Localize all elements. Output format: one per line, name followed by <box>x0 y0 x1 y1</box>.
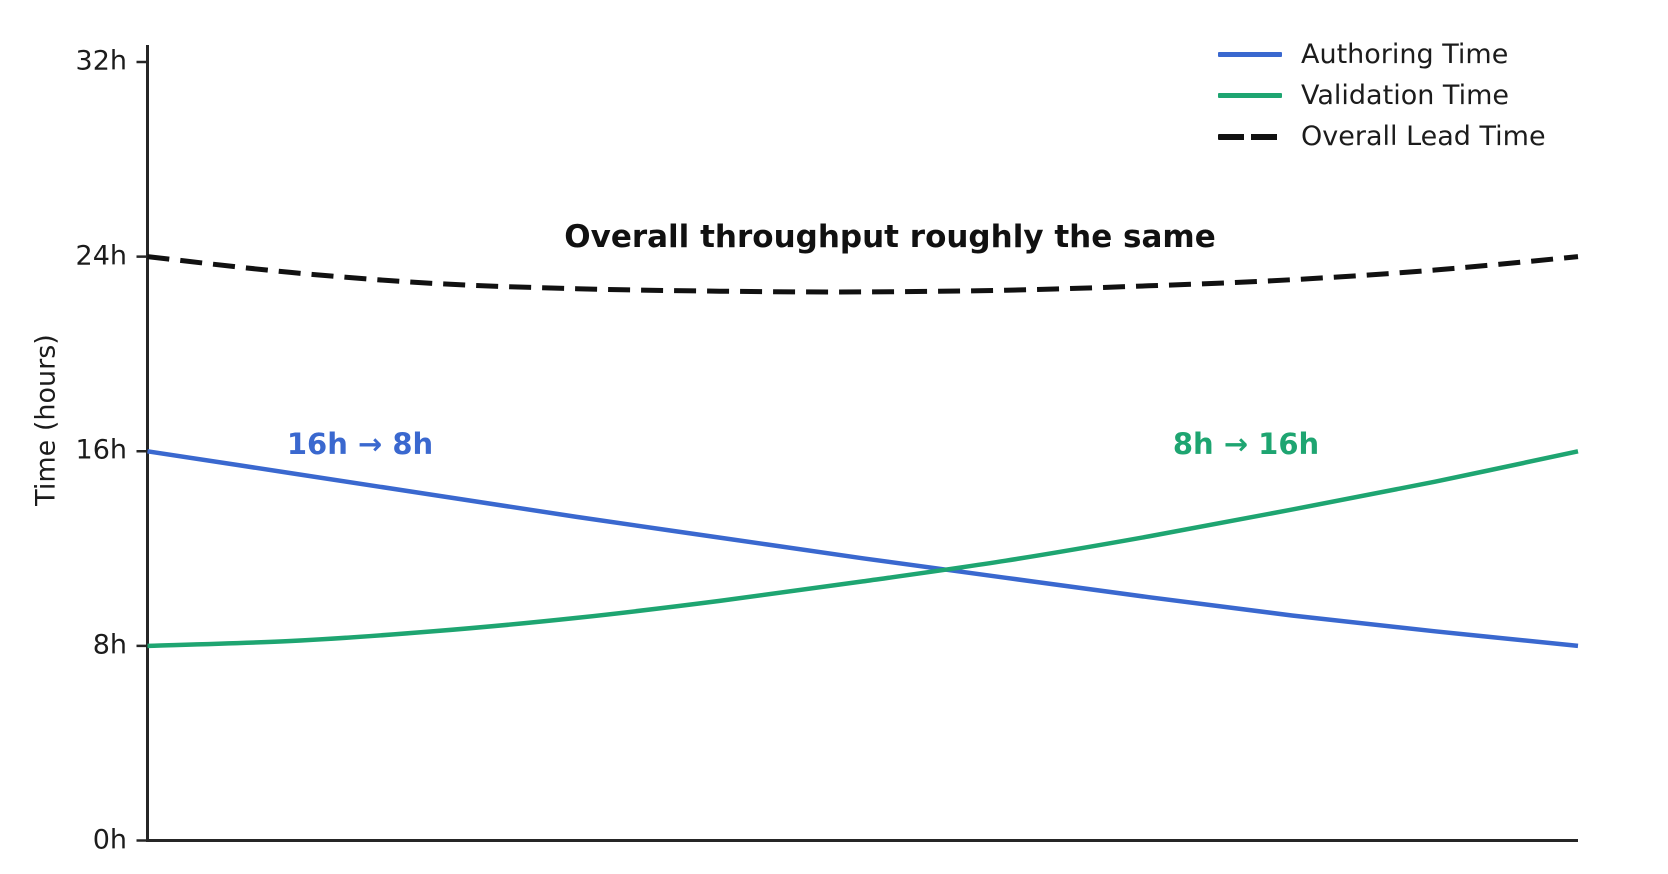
y-tick-label: 0h <box>92 823 127 855</box>
overall-lead-time-line <box>147 254 1579 295</box>
legend-entry-authoring: Authoring Time <box>1218 34 1546 75</box>
legend: Authoring Time Validation Time Overall L… <box>1218 34 1546 157</box>
annotation-overall-throughput: Overall throughput roughly the same <box>564 219 1216 255</box>
legend-swatch-lead-dashed-line-icon <box>1218 133 1282 140</box>
y-tick-label: 24h <box>75 240 127 272</box>
legend-label-validation: Validation Time <box>1301 80 1509 111</box>
authoring-time-line <box>147 449 1579 649</box>
legend-entry-lead-time: Overall Lead Time <box>1218 116 1546 157</box>
legend-swatch-validation-line-icon <box>1218 93 1282 98</box>
legend-entry-validation: Validation Time <box>1218 75 1546 116</box>
annotation-validation-change: 8h → 16h <box>1172 427 1320 461</box>
legend-label-lead-time: Overall Lead Time <box>1301 121 1546 152</box>
y-axis-label: Time (hours) <box>30 334 62 506</box>
legend-swatch-authoring-line-icon <box>1218 52 1282 57</box>
y-tick-label: 32h <box>75 45 127 77</box>
legend-label-authoring: Authoring Time <box>1301 39 1509 70</box>
y-tick-label: 8h <box>92 629 127 661</box>
y-tick-label: 16h <box>75 434 127 466</box>
annotation-authoring-change: 16h → 8h <box>286 427 434 461</box>
validation-time-line <box>147 449 1579 649</box>
